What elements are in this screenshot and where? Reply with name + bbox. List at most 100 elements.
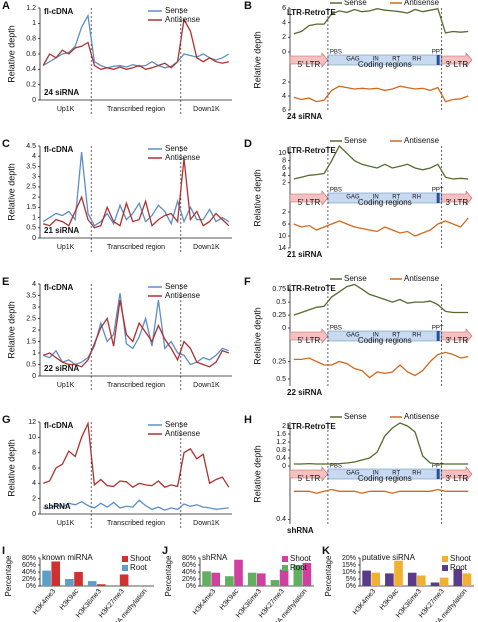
line-1 [293, 488, 469, 494]
region-label: 5' LTR [298, 474, 321, 483]
bar [293, 565, 303, 586]
legend-label: Sense [344, 412, 367, 421]
ltr-arrow [441, 190, 473, 206]
y-tick-label: 2 [282, 423, 286, 430]
y-tick-label: 5% [346, 576, 356, 583]
panel-letter: I [2, 545, 5, 557]
region-label: Down1K [193, 244, 220, 251]
bar [225, 576, 234, 586]
chart-title: known miRNA [42, 553, 93, 562]
line-0 [293, 283, 469, 316]
legend-swatch [122, 565, 128, 571]
sample-label: 22 siRNA [287, 388, 322, 397]
line-0 [42, 293, 230, 366]
y-tick-label: 8 [32, 450, 36, 457]
legend-label: Sense [165, 144, 188, 153]
y-tick-label: 0.5 [26, 361, 36, 368]
line-1 [293, 351, 469, 379]
panel-letter: H [244, 414, 252, 426]
line-0 [42, 152, 230, 227]
y-tick-label: 0 [282, 463, 286, 470]
y-tick-label: 0.5 [26, 225, 36, 232]
sample-label: 24 siRNA [287, 112, 322, 121]
y-tick-label: 20% [182, 576, 196, 583]
y-tick-label: 0% [346, 583, 356, 590]
te-label: LTR-RetroTE [287, 8, 336, 17]
legend-swatch [442, 565, 448, 571]
y-tick-label: 6 [282, 165, 286, 172]
bar [65, 579, 74, 586]
feature-label: RT [392, 471, 400, 477]
feature-label: RH [412, 333, 421, 339]
y2-tick-label: 6 [282, 107, 286, 114]
gene-label: fl-cDNA [44, 7, 74, 16]
region-label: Transcribed region [107, 382, 165, 389]
feature-label: IN [373, 471, 379, 477]
region-label: 5' LTR [298, 198, 321, 207]
panel-letter: C [2, 138, 10, 150]
y-tick-label: 0 [32, 511, 36, 518]
y-tick-label: 0 [282, 325, 286, 332]
legend-label: Antisense [404, 412, 440, 421]
region-label: Down1K [193, 106, 220, 113]
ltr-arrow [289, 328, 329, 344]
y-tick-label: 3.5 [26, 292, 36, 299]
y-axis-label: Relative depth [252, 307, 262, 365]
bar [394, 560, 403, 586]
legend-label: Antisense [404, 274, 440, 283]
y-tick-label: 4 [282, 20, 286, 27]
legend-label: Root [130, 563, 148, 572]
feature-label: PPT [432, 188, 444, 194]
y-axis-label: Percentage [4, 555, 13, 596]
feature-label: IN [373, 195, 379, 201]
legend-label: Root [290, 563, 308, 572]
line-0 [293, 422, 469, 465]
bar [234, 559, 243, 586]
y2-tick-label: 14 [278, 245, 286, 252]
region-label: 5' LTR [298, 60, 321, 69]
y2-tick-label: 6 [282, 221, 286, 228]
y2-tick-label: 2 [282, 209, 286, 216]
bar [407, 572, 417, 586]
region-label: 3' LTR [445, 336, 468, 345]
te-label: LTR-RetroTE [287, 146, 336, 155]
y-tick-label: 0.8 [276, 447, 286, 454]
region-label: Up1K [57, 106, 75, 113]
region-label: 3' LTR [445, 474, 468, 483]
y-tick-label: 1 [32, 214, 36, 221]
feature-label: PPT [432, 464, 444, 470]
legend-swatch [122, 556, 128, 562]
y-tick-label: 4 [32, 480, 36, 487]
bar [302, 562, 312, 586]
line-0 [293, 144, 469, 180]
ltr-arrow [441, 52, 473, 68]
bar [371, 572, 381, 586]
legend-swatch [442, 556, 448, 562]
feature-label: GAG [346, 57, 360, 63]
y-tick-label: 6 [282, 5, 286, 12]
y-tick-label: 4 [32, 281, 36, 288]
legend-label: Shoot [290, 554, 312, 563]
region-label: Transcribed region [107, 244, 165, 251]
y-tick-label: 1.2 [276, 439, 286, 446]
legend-label: Antisense [404, 0, 440, 7]
legend-label: Root [450, 563, 468, 572]
bar [362, 570, 371, 586]
legend-swatch [282, 556, 288, 562]
y-tick-label: 12 [28, 419, 36, 426]
bar [202, 571, 211, 586]
feature-label: PBS [330, 188, 342, 194]
bar [417, 575, 426, 586]
region-label: Transcribed region [107, 520, 165, 527]
ppt-box [436, 469, 440, 479]
y-tick-label: 2 [32, 496, 36, 503]
ppt-box [436, 331, 440, 341]
gene-label: fl-cDNA [44, 145, 74, 154]
y-tick-label: 20% [342, 555, 356, 562]
bar [74, 572, 83, 586]
line-1 [42, 421, 230, 488]
y-tick-label: 60% [182, 562, 196, 569]
ppt-box [436, 55, 440, 65]
line-1 [43, 158, 230, 229]
y-tick-label: 0.25 [272, 312, 286, 319]
